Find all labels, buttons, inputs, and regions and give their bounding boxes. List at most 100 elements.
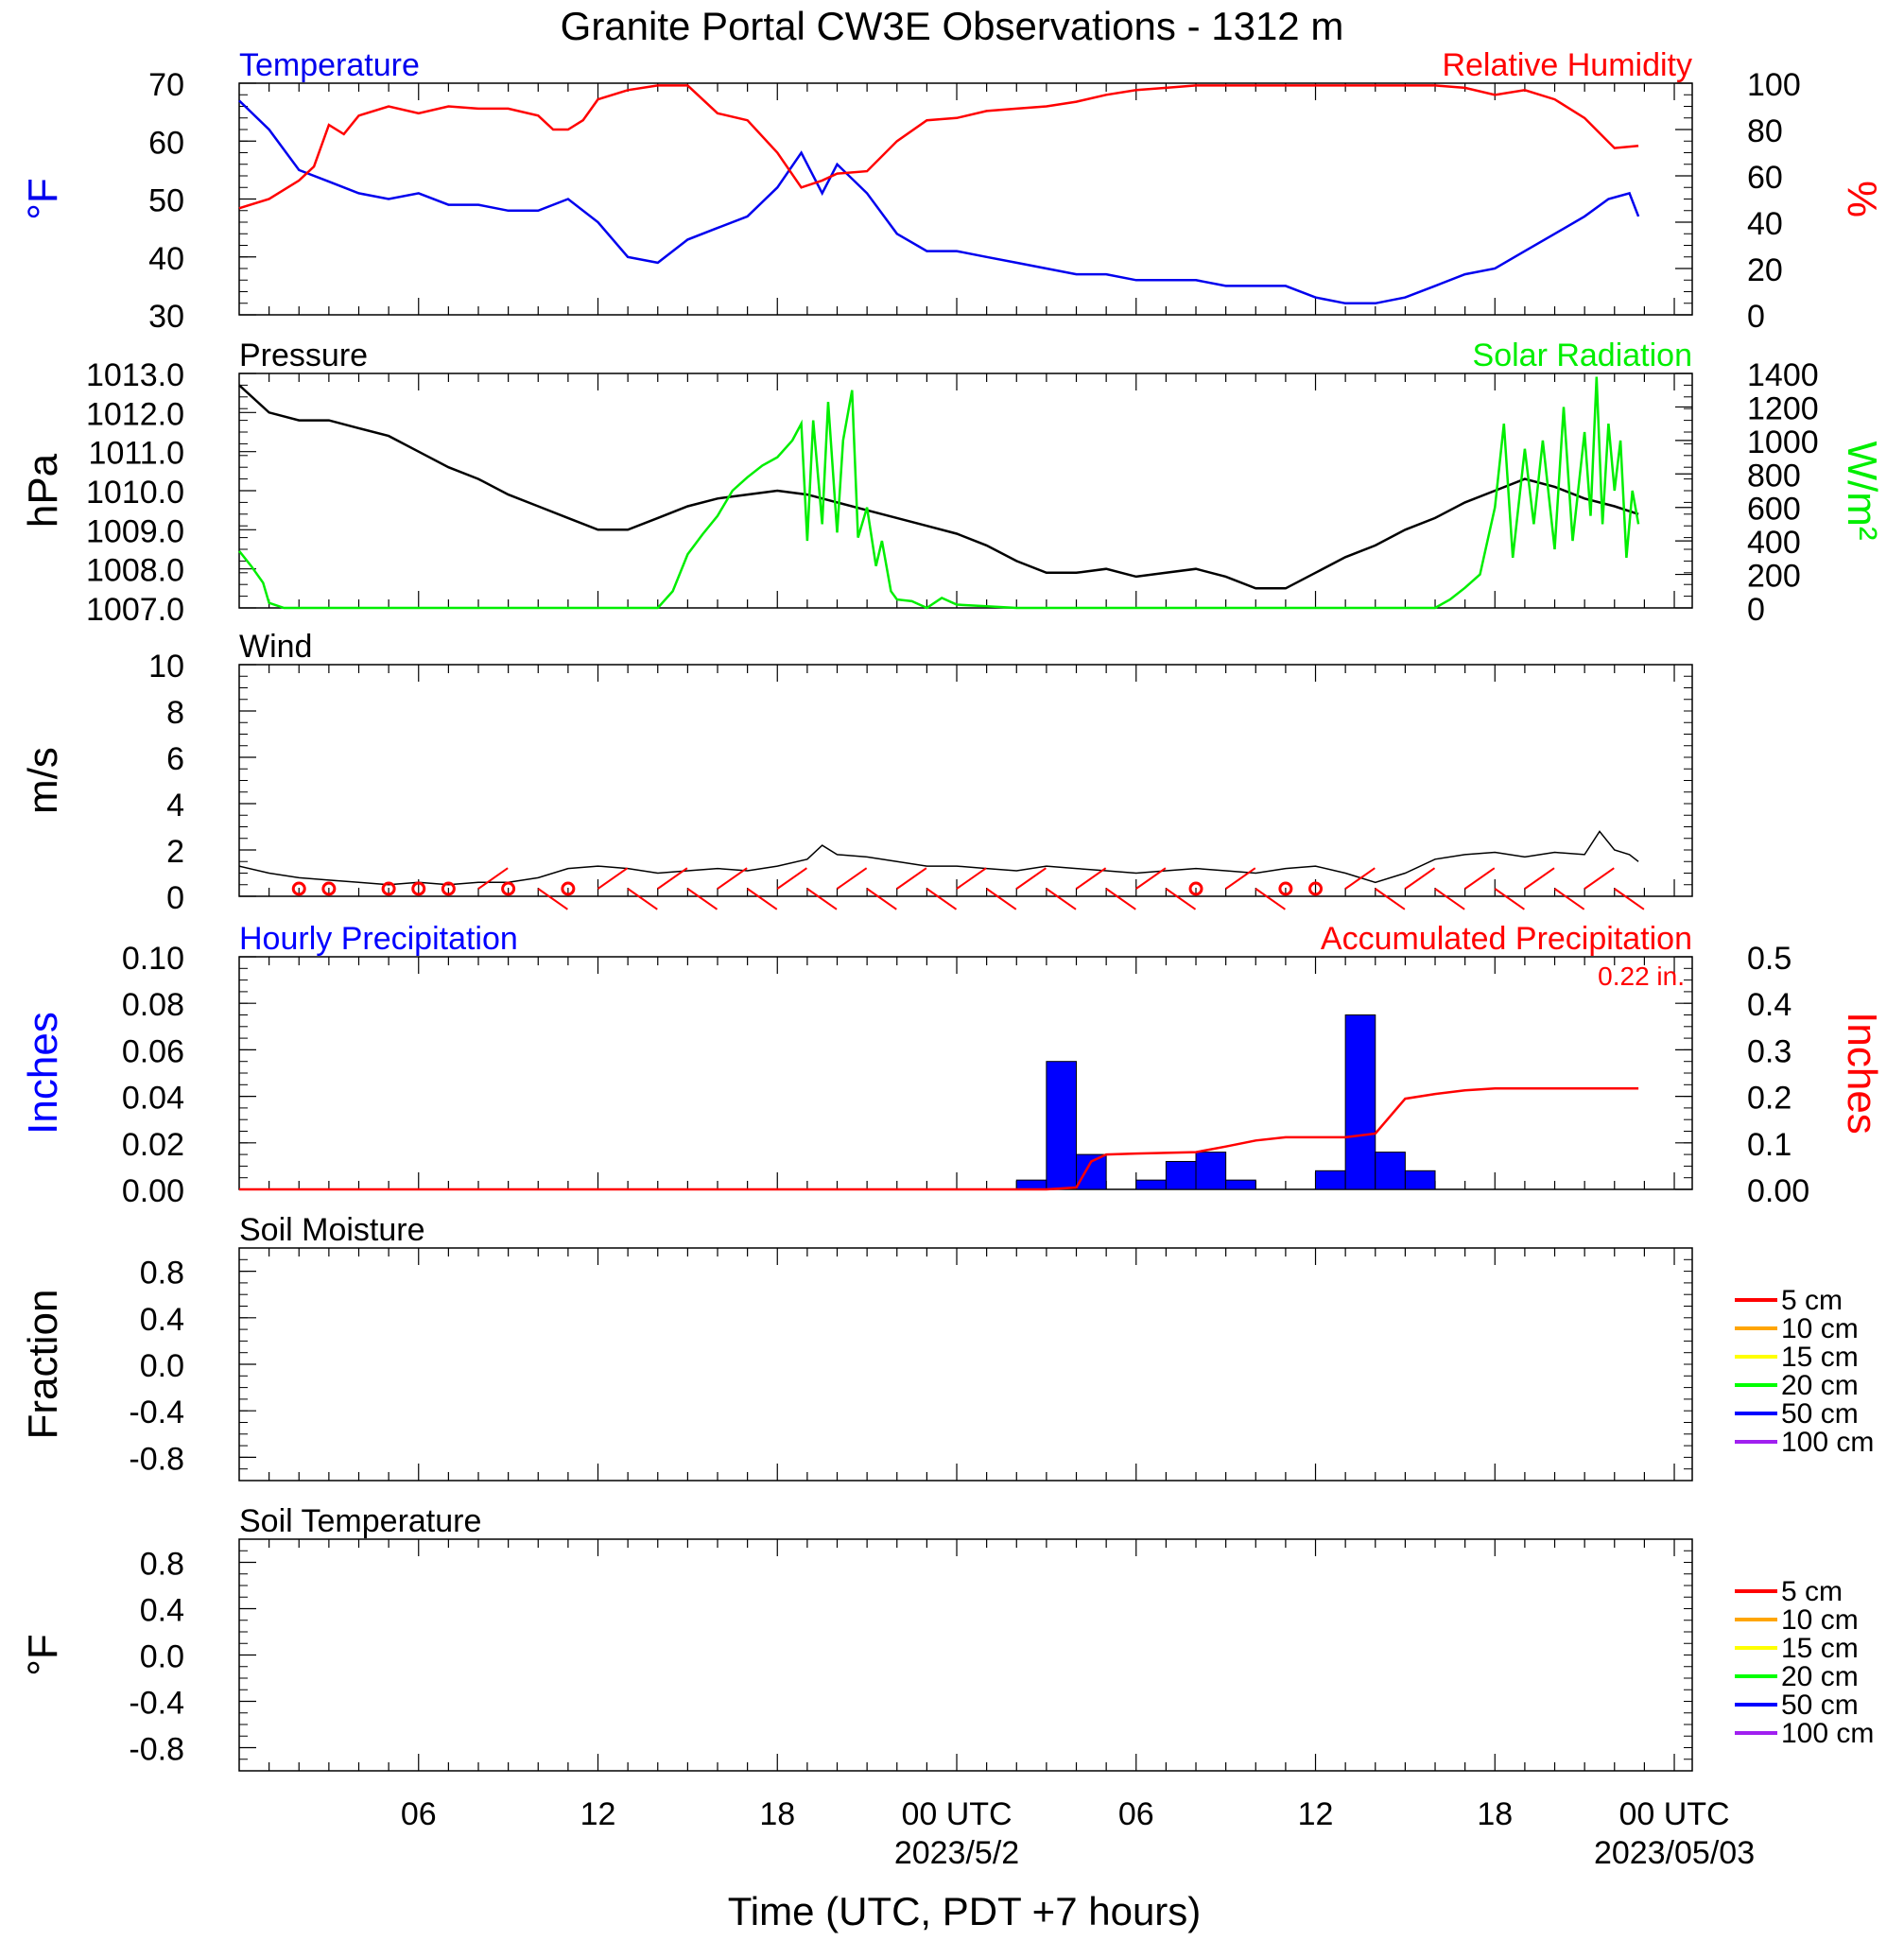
wind-barb [1434, 888, 1465, 910]
x-tick-label: 18 [759, 1796, 795, 1832]
panel-title-left: Wind [239, 629, 312, 665]
y-right-tick-label: 800 [1747, 458, 1801, 494]
precip-bar [1404, 1170, 1436, 1190]
legend-label: 50 cm [1781, 1690, 1859, 1721]
legend-label: 50 cm [1781, 1398, 1859, 1430]
wind-barb [717, 867, 748, 890]
y-tick-label: 0.02 [122, 1127, 184, 1163]
y-axis-label-left: °F [20, 1634, 66, 1675]
y-right-tick-label: 0.1 [1747, 1127, 1791, 1163]
y-right-tick-label: 0.4 [1747, 987, 1791, 1023]
y-tick-label: 0.06 [122, 1033, 184, 1069]
y-tick-label: 60 [148, 125, 184, 161]
y-right-tick-label: 100 [1747, 67, 1801, 103]
wind-barb [657, 867, 688, 890]
plot-frame [238, 1247, 1693, 1482]
precip-bar [1076, 1153, 1107, 1190]
y-tick-label: 30 [148, 299, 184, 335]
legend-label: 5 cm [1781, 1576, 1843, 1607]
y-right-tick-label: 40 [1747, 206, 1783, 242]
y-tick-label: 0.00 [122, 1173, 184, 1209]
legend-label: 20 cm [1781, 1370, 1859, 1401]
wind-barb [1584, 867, 1615, 890]
y-tick-label: -0.8 [129, 1441, 184, 1477]
y-tick-label: -0.8 [129, 1732, 184, 1768]
calm-wind-marker [1308, 881, 1324, 896]
x-tick-label: 06 [1118, 1796, 1154, 1832]
legend-label: 5 cm [1781, 1285, 1843, 1316]
y-tick-label: 1013.0 [86, 357, 184, 393]
y-axis-label-left: Fraction [20, 1290, 66, 1440]
calm-wind-marker [1278, 881, 1293, 896]
panel-title-left: Pressure [239, 338, 368, 373]
precip-bar [1015, 1179, 1047, 1190]
y-right-tick-label: 20 [1747, 252, 1783, 288]
x-axis-title: Time (UTC, PDT +7 hours) [728, 1889, 1202, 1933]
y-right-tick-label: 0.3 [1747, 1033, 1791, 1069]
legend-label: 15 cm [1781, 1342, 1859, 1373]
series-line-wind [238, 830, 1639, 886]
legend-label: 15 cm [1781, 1633, 1859, 1664]
calm-wind-marker [1188, 881, 1203, 896]
precip-bar [1375, 1152, 1406, 1190]
wind-barb [1344, 867, 1376, 890]
series-line-pressure [238, 384, 1639, 590]
wind-barb [986, 888, 1017, 910]
y-axis-label-left: Inches [20, 1012, 66, 1135]
precip-bar [1344, 1014, 1376, 1190]
legend-label: 100 cm [1781, 1427, 1874, 1458]
y-tick-label: 1008.0 [86, 553, 184, 589]
y-right-tick-label: 600 [1747, 492, 1801, 528]
y-axis-label-left: m/s [20, 747, 66, 814]
x-tick-label: 12 [580, 1796, 616, 1832]
x-tick-label: 00 UTC [901, 1796, 1012, 1832]
y-axis-label-right: Inches [1839, 1012, 1885, 1135]
y-tick-label: 0.4 [140, 1593, 184, 1629]
y-right-tick-label: 0.2 [1747, 1081, 1791, 1117]
y-tick-label: 40 [148, 241, 184, 277]
y-tick-label: 0.0 [140, 1348, 184, 1384]
y-tick-label: 1012.0 [86, 396, 184, 432]
wind-barb [1404, 867, 1436, 890]
y-tick-label: 8 [166, 695, 184, 731]
wind-barb [956, 867, 987, 890]
plot-frame [238, 956, 1693, 1190]
wind-barb [747, 888, 778, 910]
wind-barb [866, 888, 897, 910]
precip-bar [1046, 1061, 1078, 1190]
y-tick-label: 0.08 [122, 987, 184, 1023]
precip-bar [1315, 1170, 1346, 1190]
y-right-tick-label: 1200 [1747, 390, 1819, 426]
wind-barb [1524, 867, 1555, 890]
wind-barb [1614, 888, 1645, 910]
y-right-tick-label: 60 [1747, 160, 1783, 196]
x-tick-label: 18 [1477, 1796, 1513, 1832]
x-tick-label: 12 [1298, 1796, 1334, 1832]
wind-barb [627, 888, 658, 910]
y-tick-label: 0.10 [122, 941, 184, 977]
wind-barb [1135, 867, 1167, 890]
y-tick-label: 4 [166, 788, 184, 823]
y-right-tick-label: 200 [1747, 559, 1801, 595]
x-date-label: 2023/05/03 [1594, 1835, 1755, 1871]
y-right-tick-label: 0 [1747, 299, 1765, 335]
wind-barb [896, 867, 927, 890]
wind-barb [1225, 867, 1256, 890]
y-axis-label-left: °F [20, 178, 66, 219]
panel-title-left: Soil Temperature [239, 1503, 481, 1539]
wind-barb [1464, 867, 1496, 890]
plot-frame [238, 664, 1693, 897]
legend-label: 20 cm [1781, 1661, 1859, 1692]
wind-barb [1046, 888, 1077, 910]
y-tick-label: 0.4 [140, 1302, 184, 1338]
panel-title-left: Hourly Precipitation [239, 921, 518, 957]
wind-barb [926, 888, 958, 910]
y-right-tick-label: 400 [1747, 525, 1801, 561]
precip-bar [1135, 1179, 1167, 1190]
plot-frame [238, 82, 1693, 316]
wind-barb [1075, 867, 1107, 890]
calm-wind-marker [441, 881, 456, 896]
